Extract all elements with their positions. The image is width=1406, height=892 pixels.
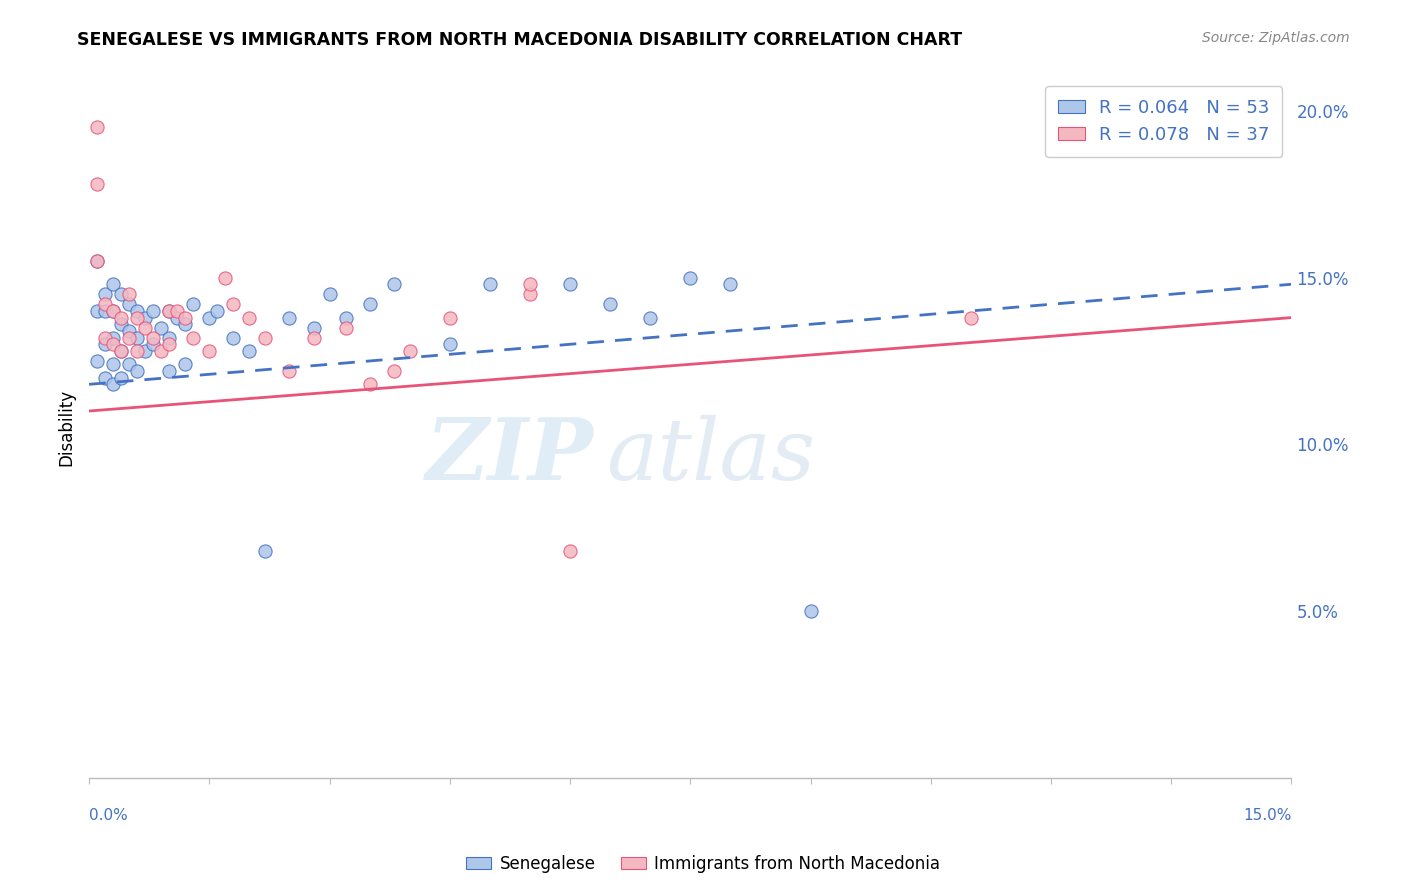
Point: [94, 304, 117, 318]
Point: [101, 357, 124, 371]
Point: [142, 304, 165, 318]
Point: [110, 310, 132, 325]
Point: [174, 318, 197, 332]
Point: [174, 357, 197, 371]
Point: [278, 310, 301, 325]
Text: atlas: atlas: [606, 415, 815, 497]
Point: [439, 310, 461, 325]
Point: [382, 277, 405, 292]
Text: SENEGALESE VS IMMIGRANTS FROM NORTH MACEDONIA DISABILITY CORRELATION CHART: SENEGALESE VS IMMIGRANTS FROM NORTH MACE…: [77, 31, 963, 49]
Point: [94, 337, 117, 351]
Point: [478, 277, 501, 292]
Point: [127, 343, 149, 358]
Point: [718, 277, 741, 292]
Point: [118, 330, 141, 344]
Point: [519, 277, 541, 292]
Point: [181, 297, 204, 311]
Point: [157, 337, 180, 351]
Point: [118, 324, 141, 338]
Point: [101, 337, 124, 351]
Point: [94, 330, 117, 344]
Point: [86, 120, 108, 135]
Point: [254, 544, 277, 558]
Point: [302, 330, 325, 344]
Point: [238, 310, 260, 325]
Point: [101, 377, 124, 392]
Point: [101, 304, 124, 318]
Point: [142, 337, 165, 351]
Point: [101, 277, 124, 292]
Point: [959, 310, 981, 325]
Point: [150, 320, 173, 334]
Point: [558, 544, 581, 558]
Point: [174, 310, 197, 325]
Point: [94, 370, 117, 384]
Point: [359, 377, 381, 392]
Point: [134, 310, 156, 325]
Point: [558, 277, 581, 292]
Point: [157, 304, 180, 318]
Point: [86, 253, 108, 268]
Point: [638, 310, 661, 325]
Point: [86, 304, 108, 318]
Point: [439, 337, 461, 351]
Point: [222, 330, 245, 344]
Point: [157, 364, 180, 378]
Point: [127, 364, 149, 378]
Point: [157, 330, 180, 344]
Point: [118, 287, 141, 301]
Point: [214, 270, 236, 285]
Point: [101, 304, 124, 318]
Point: [207, 304, 229, 318]
Point: [110, 343, 132, 358]
Point: [166, 304, 188, 318]
Point: [318, 287, 340, 301]
Point: [519, 287, 541, 301]
Point: [86, 177, 108, 191]
Point: [359, 297, 381, 311]
Point: [86, 354, 108, 368]
Point: [599, 297, 621, 311]
Legend: R = 0.064   N = 53, R = 0.078   N = 37: R = 0.064 N = 53, R = 0.078 N = 37: [1045, 87, 1282, 157]
Point: [166, 310, 188, 325]
Point: [110, 370, 132, 384]
Point: [382, 364, 405, 378]
Point: [94, 287, 117, 301]
Point: [181, 330, 204, 344]
Y-axis label: Disability: Disability: [58, 389, 75, 467]
Point: [118, 297, 141, 311]
Point: [157, 304, 180, 318]
Point: [118, 357, 141, 371]
Text: 15.0%: 15.0%: [1243, 808, 1292, 823]
Point: [127, 330, 149, 344]
Point: [679, 270, 702, 285]
Point: [101, 330, 124, 344]
Point: [198, 343, 221, 358]
Point: [110, 287, 132, 301]
Point: [134, 320, 156, 334]
Point: [127, 310, 149, 325]
Text: ZIP: ZIP: [426, 414, 595, 498]
Point: [278, 364, 301, 378]
Point: [398, 343, 420, 358]
Point: [142, 330, 165, 344]
Point: [94, 297, 117, 311]
Text: Source: ZipAtlas.com: Source: ZipAtlas.com: [1202, 31, 1350, 45]
Legend: Senegalese, Immigrants from North Macedonia: Senegalese, Immigrants from North Macedo…: [460, 848, 946, 880]
Point: [302, 320, 325, 334]
Point: [238, 343, 260, 358]
Point: [134, 343, 156, 358]
Point: [110, 343, 132, 358]
Point: [335, 320, 357, 334]
Point: [110, 318, 132, 332]
Point: [198, 310, 221, 325]
Point: [150, 343, 173, 358]
Point: [799, 604, 821, 618]
Point: [254, 330, 277, 344]
Point: [335, 310, 357, 325]
Point: [86, 253, 108, 268]
Point: [222, 297, 245, 311]
Text: 0.0%: 0.0%: [89, 808, 128, 823]
Point: [127, 304, 149, 318]
